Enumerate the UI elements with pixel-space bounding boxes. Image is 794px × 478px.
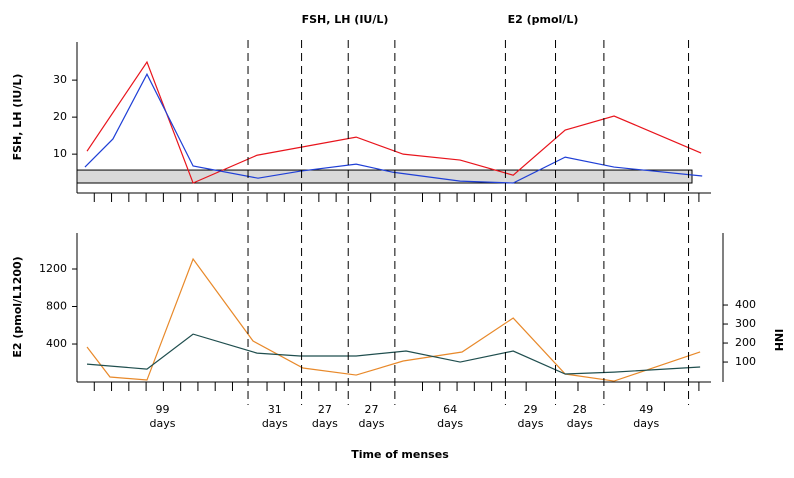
line-series (86, 333, 701, 375)
y2-tick-label: 100 (735, 355, 756, 368)
reference-band (76, 169, 693, 184)
annotation: E2 (pmol/L) (508, 13, 579, 26)
interval-label: 27 days (311, 403, 338, 430)
interval-label: 99 days (149, 403, 176, 430)
interval-label: 64 days (437, 403, 464, 430)
interval-label: 31 days (261, 403, 288, 430)
y-axis-label: FSH, LH (IU/L) (11, 74, 24, 161)
y2-tick-label: 200 (735, 336, 756, 349)
y-tick-label: 20 (53, 110, 67, 123)
interval-label: 29 days (517, 403, 544, 430)
y-tick-label: 800 (46, 300, 67, 313)
interval-label: 49 days (633, 403, 660, 430)
y2-tick-label: 300 (735, 317, 756, 330)
line-series (84, 72, 703, 184)
y-tick-label: 1200 (39, 262, 67, 275)
y-tick-label: 10 (53, 147, 67, 160)
y2-tick-label: 400 (735, 298, 756, 311)
interval-label: 28 days (566, 403, 593, 430)
y2-axis-label: INH (772, 329, 785, 352)
annotation: FSH, LH (IU/L) (302, 13, 389, 26)
interval-label: 27 days (358, 403, 385, 430)
y-tick-label: 400 (46, 337, 67, 350)
x-axis-label: Time of menses (351, 448, 449, 461)
line-series (86, 257, 701, 382)
y-axis-label: E2 (pmol/L1200) (11, 256, 24, 357)
line-series (86, 60, 702, 184)
y-tick-label: 30 (53, 73, 67, 86)
